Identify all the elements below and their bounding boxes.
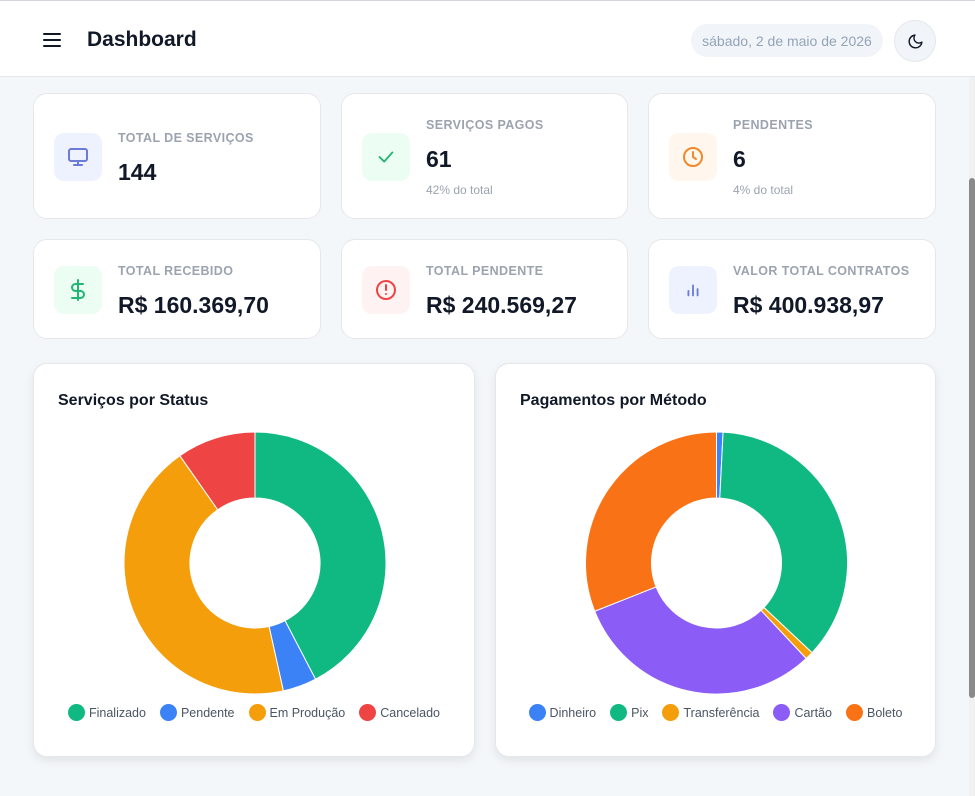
legend-item[interactable]: Em Produção — [248, 704, 346, 721]
legend-swatch — [528, 704, 546, 721]
stat-value: 61 — [426, 146, 452, 172]
clock-icon — [669, 133, 717, 181]
scrollbar-thumb[interactable] — [969, 178, 975, 698]
stat-label: TOTAL RECEBIDO — [118, 264, 234, 278]
chart-card-pagamentos-metodo: Pagamentos por Método Dinheiro Pix Transfe… — [495, 363, 936, 757]
dollar-icon — [54, 266, 102, 314]
stat-card-total-pendente: TOTAL PENDENTE R$ 240.569,27 — [341, 239, 628, 339]
stat-subtext: 4% do total — [733, 183, 794, 197]
legend-swatch — [67, 704, 85, 721]
legend-swatch — [248, 704, 266, 721]
stat-value: R$ 160.369,70 — [118, 292, 269, 318]
legend-item[interactable]: Pix — [610, 704, 648, 721]
legend-label: Cartão — [794, 705, 832, 720]
donut-slice-cartão[interactable] — [594, 586, 807, 695]
stat-subtext: 42% do total — [426, 183, 493, 197]
legend-item[interactable]: Cancelado — [359, 704, 440, 721]
legend-label: Boleto — [866, 705, 903, 720]
stat-label: SERVIÇOS PAGOS — [426, 118, 544, 132]
legend-item[interactable]: Cartão — [773, 704, 832, 721]
stat-value: 6 — [733, 146, 746, 172]
alert-circle-icon — [362, 266, 410, 314]
legend-label: Cancelado — [380, 705, 440, 720]
chart-title: Serviços por Status — [58, 392, 209, 409]
stat-value: R$ 400.938,97 — [733, 292, 884, 318]
bar-chart-icon — [669, 266, 717, 314]
donut-slice-em-produção[interactable] — [123, 454, 284, 695]
stat-value: R$ 240.569,27 — [426, 292, 577, 318]
legend-swatch — [845, 704, 863, 721]
legend-swatch — [159, 704, 177, 721]
donut-slice-finalizado[interactable] — [254, 431, 387, 680]
menu-icon[interactable] — [38, 28, 66, 52]
donut-slice-pix[interactable] — [719, 431, 848, 654]
check-icon — [362, 133, 410, 181]
legend-label: Pendente — [180, 705, 235, 720]
page-title: Dashboard — [87, 28, 197, 51]
legend-item[interactable]: Transferência — [662, 704, 759, 721]
chart-title: Pagamentos por Método — [520, 392, 707, 409]
stat-card-pendentes: PENDENTES 6 4% do total — [648, 93, 936, 219]
stat-label: TOTAL DE SERVIÇOS — [118, 131, 254, 145]
moon-icon — [908, 33, 923, 48]
date-badge: sábado, 2 de maio de 2026 — [691, 24, 883, 57]
top-bar: Dashboard sábado, 2 de maio de 2026 — [0, 0, 975, 77]
chart-card-servicos-status: Serviços por Status Finalizado Pendente Em… — [33, 363, 475, 757]
legend-swatch — [773, 704, 791, 721]
chart-legend: Dinheiro Pix Transferência Cartão Boleto — [496, 704, 935, 721]
legend-label: Dinheiro — [549, 705, 597, 720]
legend-swatch — [662, 704, 680, 721]
legend-label: Em Produção — [269, 705, 346, 720]
legend-item[interactable]: Finalizado — [67, 704, 146, 721]
legend-swatch — [359, 704, 377, 721]
legend-label: Pix — [631, 705, 649, 720]
stat-label: TOTAL PENDENTE — [426, 264, 544, 278]
donut-slice-boleto[interactable] — [585, 431, 717, 612]
legend-item[interactable]: Boleto — [845, 704, 903, 721]
monitor-icon — [54, 133, 102, 181]
stat-card-valor-total-contratos: VALOR TOTAL CONTRATOS R$ 400.938,97 — [648, 239, 936, 339]
legend-item[interactable]: Pendente — [159, 704, 235, 721]
stat-label: PENDENTES — [733, 118, 814, 132]
stat-card-servicos-pagos: SERVIÇOS PAGOS 61 42% do total — [341, 93, 628, 219]
donut-slice-cancelado[interactable] — [179, 431, 256, 511]
legend-swatch — [610, 704, 628, 721]
legend-item[interactable]: Dinheiro — [528, 704, 597, 721]
stat-card-total-servicos: TOTAL DE SERVIÇOS 144 — [33, 93, 321, 219]
donut-chart — [123, 431, 387, 695]
legend-label: Transferência — [683, 705, 760, 720]
stat-label: VALOR TOTAL CONTRATOS — [733, 264, 910, 278]
chart-legend: Finalizado Pendente Em Produção Cancelado — [34, 704, 474, 721]
legend-label: Finalizado — [88, 705, 146, 720]
stat-value: 144 — [118, 159, 157, 185]
theme-toggle-button[interactable] — [894, 20, 936, 62]
stat-card-total-recebido: TOTAL RECEBIDO R$ 160.369,70 — [33, 239, 321, 339]
donut-chart — [585, 431, 848, 695]
